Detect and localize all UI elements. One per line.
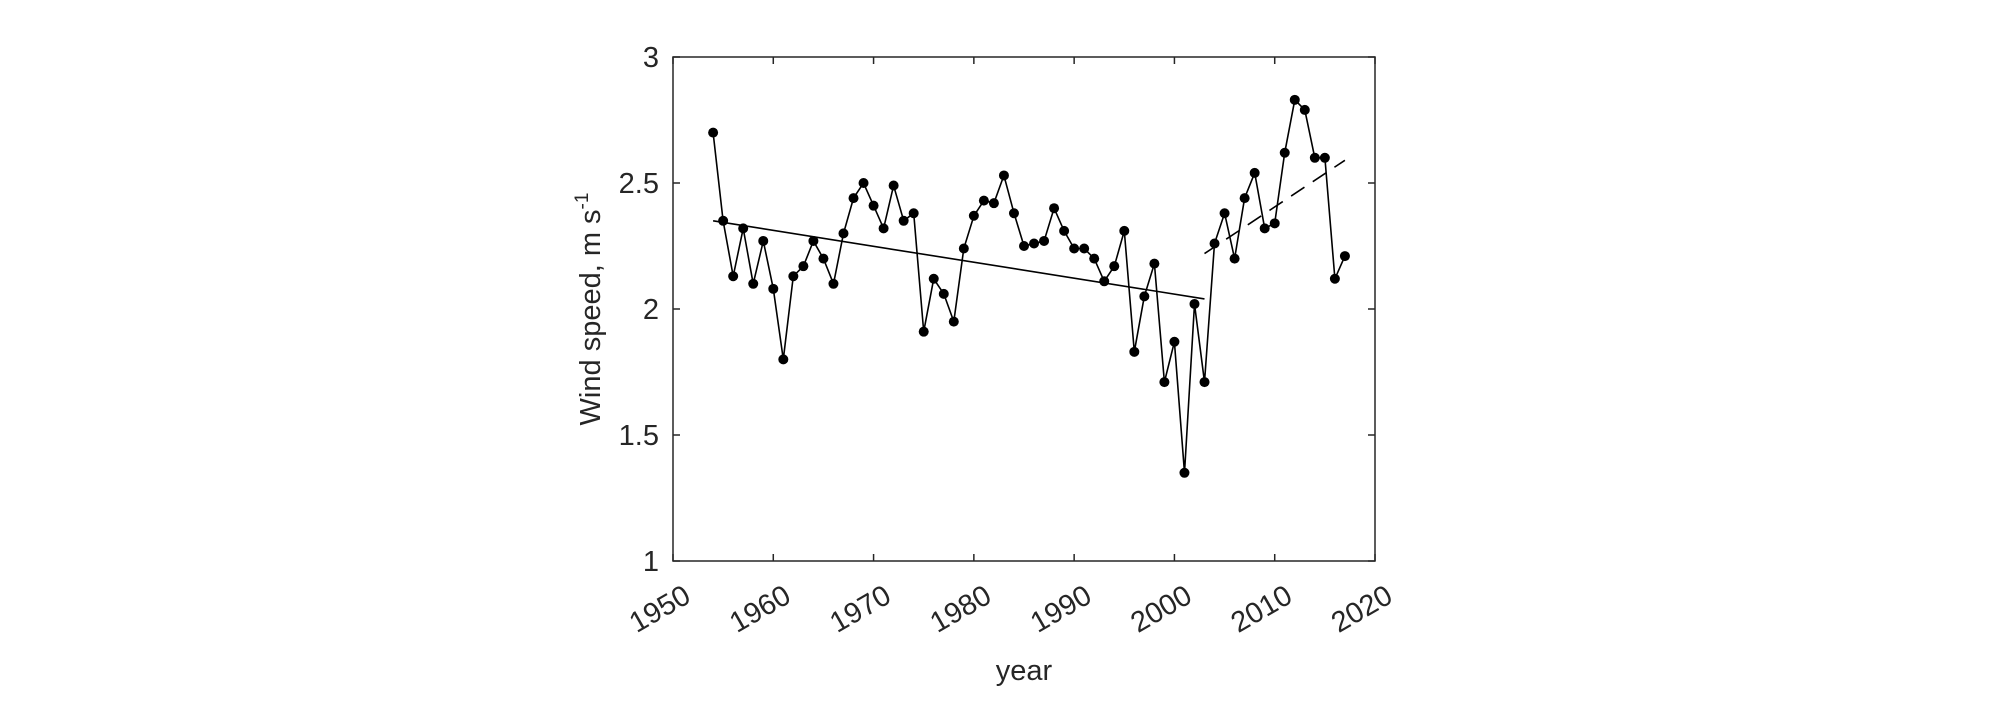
x-tick-label: 2020 [1326, 579, 1398, 639]
y-tick-label: 1 [643, 546, 659, 578]
data-point [798, 261, 809, 272]
x-tick-label: 1950 [624, 579, 696, 639]
data-point [1019, 241, 1029, 251]
data-point [1109, 261, 1120, 272]
data-point [1259, 223, 1270, 234]
data-point [908, 208, 919, 219]
data-point [838, 228, 849, 239]
data-point [1299, 104, 1310, 115]
data-point [1069, 243, 1080, 254]
data-point [1269, 218, 1280, 229]
data-point [888, 180, 899, 191]
data-point [1249, 167, 1260, 178]
data-point [718, 215, 729, 226]
data-point [1279, 147, 1290, 158]
data-point [1329, 273, 1340, 284]
data-point [1169, 336, 1180, 347]
x-tick-label: 1990 [1025, 579, 1097, 639]
data-point [1039, 235, 1050, 246]
data-point [918, 326, 929, 337]
data-point [1119, 225, 1130, 236]
data-point [818, 253, 829, 264]
data-point [808, 235, 819, 246]
data-point [1079, 243, 1090, 254]
data-point [928, 273, 939, 284]
data-point [1229, 253, 1240, 264]
data-point [858, 178, 869, 188]
data-point [1008, 208, 1019, 219]
series-layer [708, 94, 1350, 478]
data-point [788, 271, 799, 282]
data-point [958, 243, 969, 254]
data-point [938, 288, 949, 299]
data-point [988, 198, 999, 209]
y-tick-label: 3 [643, 42, 659, 74]
x-tick-label: 2010 [1226, 579, 1298, 639]
data-point [898, 215, 909, 226]
data-point [968, 210, 979, 221]
trend-line-1954-2003 [712, 220, 1205, 300]
data-point [1149, 258, 1160, 269]
data-point [1319, 152, 1330, 163]
x-tick-label: 1960 [724, 579, 796, 639]
data-point [1129, 346, 1140, 357]
data-point [978, 195, 989, 206]
data-point [1239, 193, 1250, 204]
data-point [1159, 377, 1170, 388]
data-point [1029, 238, 1040, 249]
data-point [768, 283, 779, 294]
data-point [1189, 298, 1200, 309]
data-point [708, 127, 719, 138]
trend-line-2003-2017 [1204, 159, 1346, 255]
data-point [1289, 94, 1300, 105]
y-tick-label: 1.5 [619, 420, 659, 452]
y-axis-title-main: Wind speed, m s [575, 209, 607, 425]
wind-speed-series-line [712, 98, 1346, 473]
x-tick-label: 1970 [825, 579, 897, 639]
data-point [948, 316, 959, 327]
data-point [1199, 377, 1210, 388]
data-point [1089, 253, 1100, 264]
y-axis-ticks: 1 1.5 2 2.5 3 [619, 42, 1375, 578]
plot-area [672, 56, 1376, 562]
x-tick-label: 1980 [925, 579, 997, 639]
data-point [998, 170, 1009, 181]
y-tick-label: 2 [643, 294, 659, 326]
data-point [1339, 251, 1350, 262]
data-point [1049, 203, 1060, 214]
data-point [828, 278, 839, 289]
data-point [748, 278, 759, 289]
y-axis-title: Wind speed, m s-1 [572, 193, 607, 426]
data-point [848, 193, 859, 204]
data-point [1099, 276, 1110, 287]
x-tick-label: 2000 [1125, 579, 1197, 639]
data-point [758, 235, 769, 246]
data-point [868, 200, 879, 211]
data-point [778, 354, 789, 365]
data-point [1059, 225, 1070, 236]
x-axis-title: year [996, 655, 1053, 687]
data-point [1219, 208, 1230, 219]
data-point [1179, 467, 1190, 478]
data-point [728, 271, 739, 282]
y-axis-title-superscript: -1 [572, 193, 593, 210]
data-point [878, 223, 889, 234]
y-tick-label: 2.5 [619, 168, 659, 200]
data-point [1139, 291, 1150, 302]
data-point [1309, 152, 1320, 163]
